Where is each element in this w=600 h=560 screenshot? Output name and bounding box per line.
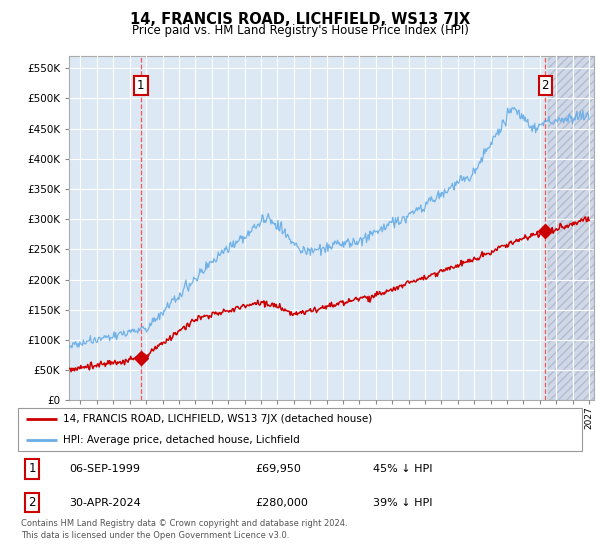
Text: Contains HM Land Registry data © Crown copyright and database right 2024.
This d: Contains HM Land Registry data © Crown c…: [21, 519, 347, 540]
Text: HPI: Average price, detached house, Lichfield: HPI: Average price, detached house, Lich…: [63, 435, 300, 445]
Text: 14, FRANCIS ROAD, LICHFIELD, WS13 7JX (detached house): 14, FRANCIS ROAD, LICHFIELD, WS13 7JX (d…: [63, 414, 373, 424]
Text: 2: 2: [28, 496, 36, 509]
FancyBboxPatch shape: [18, 408, 582, 451]
Text: 30-APR-2024: 30-APR-2024: [69, 498, 140, 507]
Text: 39% ↓ HPI: 39% ↓ HPI: [373, 498, 433, 507]
Text: 45% ↓ HPI: 45% ↓ HPI: [373, 464, 433, 474]
Text: 2: 2: [542, 79, 549, 92]
Text: 1: 1: [28, 463, 36, 475]
Text: 1: 1: [137, 79, 145, 92]
Text: 06-SEP-1999: 06-SEP-1999: [69, 464, 140, 474]
Text: £280,000: £280,000: [255, 498, 308, 507]
Bar: [548, 56, 600, 400]
Text: £69,950: £69,950: [255, 464, 301, 474]
Text: 14, FRANCIS ROAD, LICHFIELD, WS13 7JX: 14, FRANCIS ROAD, LICHFIELD, WS13 7JX: [130, 12, 470, 27]
Text: Price paid vs. HM Land Registry's House Price Index (HPI): Price paid vs. HM Land Registry's House …: [131, 24, 469, 37]
